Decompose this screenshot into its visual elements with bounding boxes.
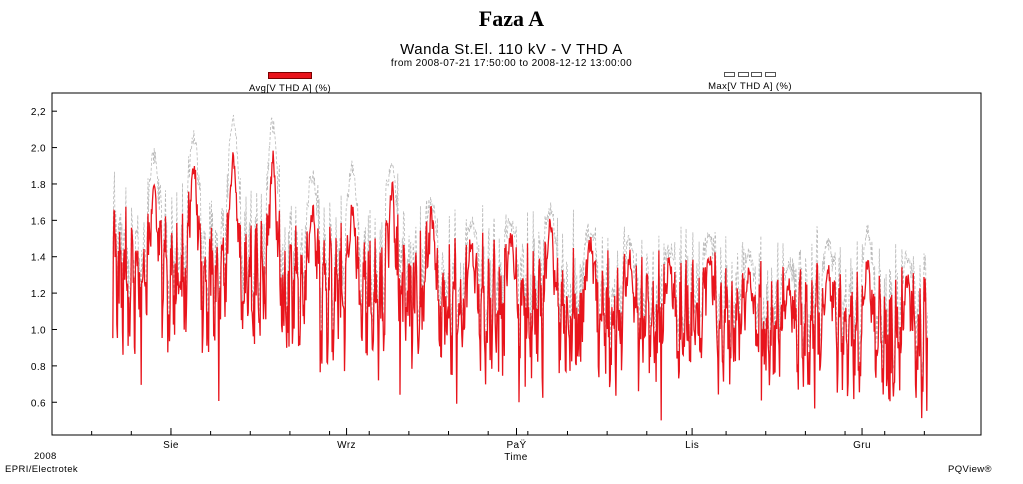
x-tick-label: Gru [853,440,871,451]
x-tick-label: Sie [163,440,179,451]
x-tick-label: PaŸ [506,439,526,451]
y-tick-label: 1.2 [31,289,46,300]
y-tick-label: 2.0 [31,144,46,155]
y-tick-label: 1.6 [31,216,46,227]
legend-swatch-max [724,72,776,77]
source-label: EPRI/Electrotek [5,464,79,475]
legend-label-max: Max[V THD A] (%) [708,81,792,92]
y-tick-label: 1.0 [31,325,46,336]
y-tick-label: 0.6 [31,398,46,409]
y-tick-label: 2,2 [31,107,46,118]
y-tick-label: 1.8 [31,180,46,191]
year-label: 2008 [34,451,57,462]
page-title: Faza A [478,6,545,31]
app-label: PQView® [948,464,992,475]
series-line-avg [112,150,929,421]
legend-label-avg: Avg[V THD A] (%) [248,83,332,94]
x-axis-label: Time [504,452,527,463]
x-tick-label: Lis [685,440,699,451]
legend-item-max: Max[V THD A] (%) [675,72,825,92]
legend-item-avg: Avg[V THD A] (%) [215,72,365,94]
y-tick-label: 1.4 [31,253,46,264]
legend-swatch-avg [268,72,312,79]
y-tick-label: 0.8 [31,362,46,373]
chart-subtitle: from 2008-07-21 17:50:00 to 2008-12-12 1… [390,58,633,69]
x-tick-label: Wrz [337,440,356,451]
chart-title: Wanda St.El. 110 kV - V THD A [400,41,623,58]
